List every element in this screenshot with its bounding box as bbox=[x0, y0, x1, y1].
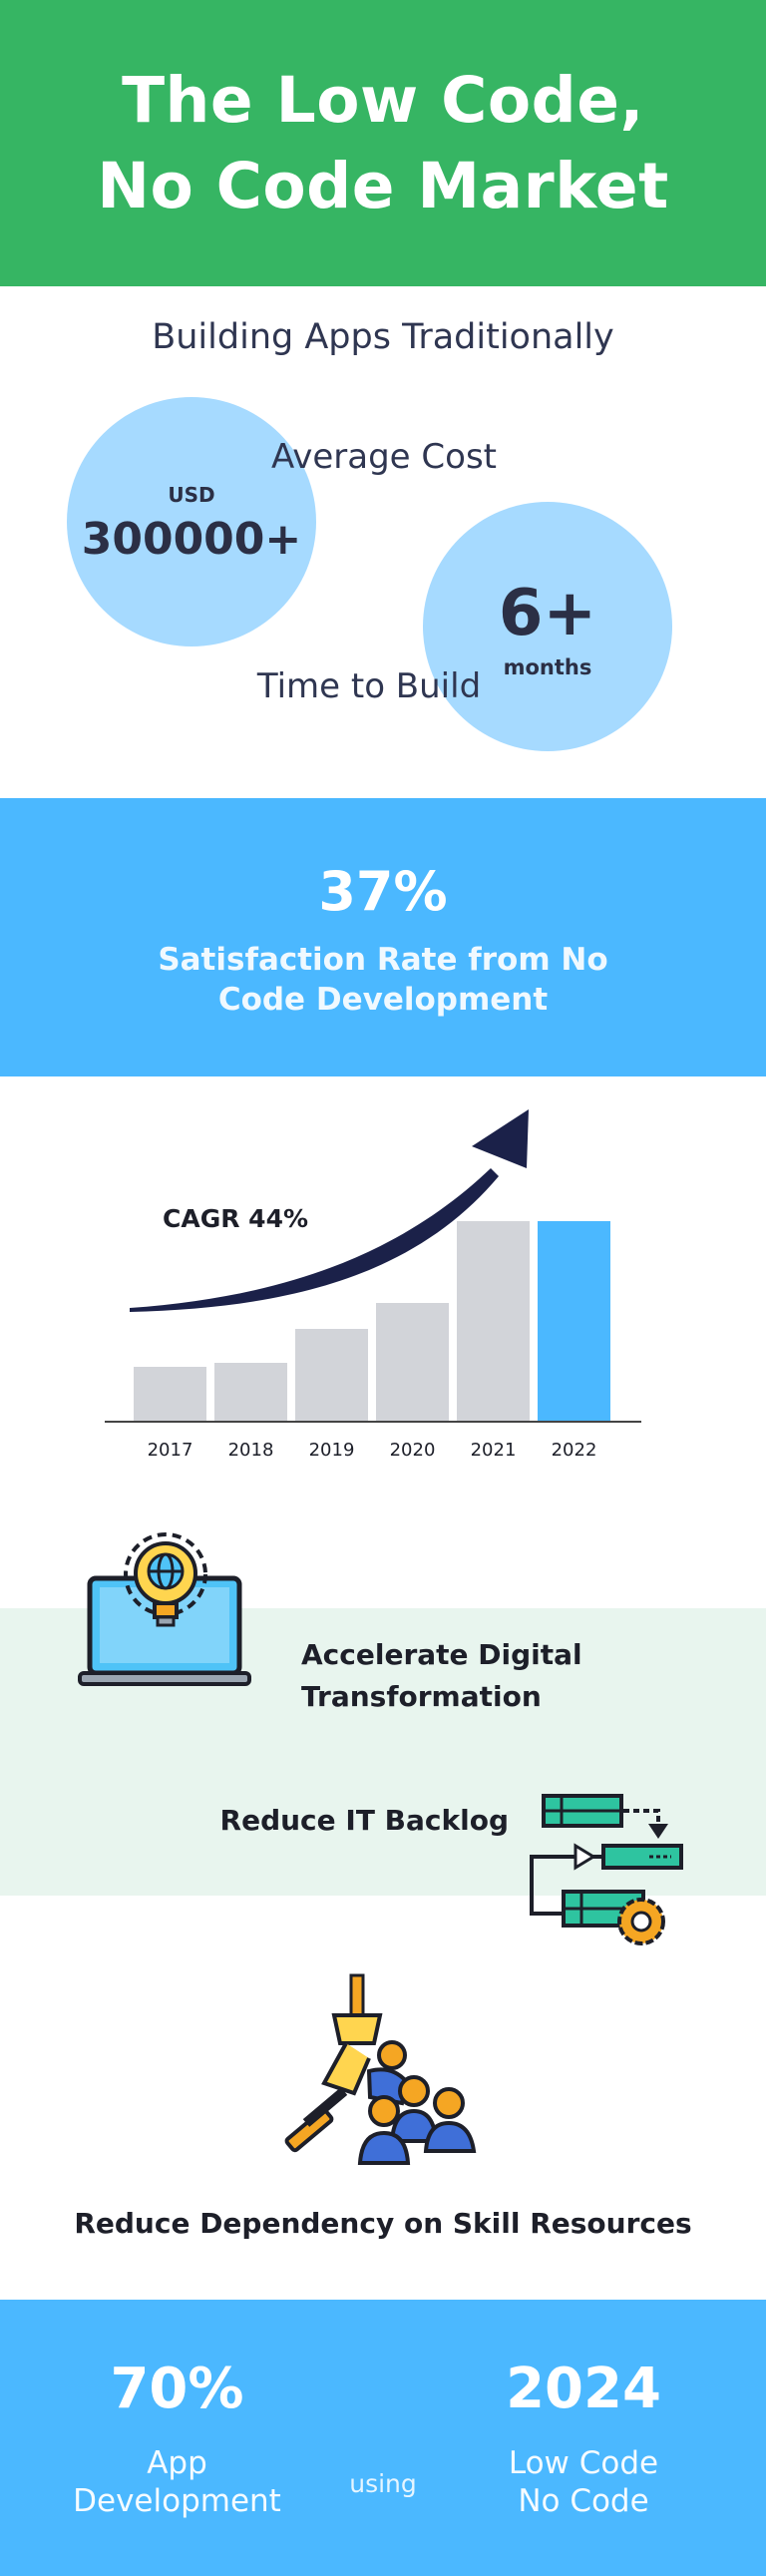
stat-year-label-line-2: No Code bbox=[518, 2483, 649, 2519]
stat-year-label: Low Code No Code bbox=[439, 2444, 728, 2520]
benefit-reduce-skill-dependency: Reduce Dependency on Skill Resources bbox=[74, 2207, 692, 2240]
growth-arrow bbox=[130, 1168, 499, 1312]
laptop-lightbulb-globe-icon bbox=[78, 1531, 252, 1686]
title-line-1: The Low Code, bbox=[122, 64, 644, 137]
cost-currency: USD bbox=[168, 483, 215, 507]
satisfaction-label-line-1: Satisfaction Rate from No bbox=[158, 942, 608, 978]
bars-group bbox=[134, 1221, 610, 1421]
stat-percent: 70% bbox=[110, 2357, 244, 2421]
bar-2021 bbox=[457, 1221, 530, 1421]
satisfaction-band bbox=[0, 798, 766, 1076]
benefit-digital-line-1: Accelerate Digital bbox=[301, 1638, 582, 1671]
time-value: 6+ bbox=[498, 577, 597, 650]
bar-2017 bbox=[134, 1367, 206, 1421]
robot-arm-people-icon bbox=[284, 1973, 484, 2173]
stat-year-label-line-1: Low Code bbox=[508, 2445, 659, 2481]
cagr-annotation: CAGR 44% bbox=[163, 1204, 308, 1233]
growth-arrow-head bbox=[472, 1109, 529, 1168]
benefit-reduce-it-backlog: Reduce IT Backlog bbox=[219, 1804, 509, 1837]
tick-label-2017: 2017 bbox=[148, 1440, 193, 1461]
tick-label-2020: 2020 bbox=[390, 1440, 436, 1461]
satisfaction-value: 37% bbox=[318, 860, 448, 923]
tick-label-2022: 2022 bbox=[552, 1440, 597, 1461]
tick-label-2019: 2019 bbox=[309, 1440, 355, 1461]
stat-connector: using bbox=[349, 2469, 417, 2498]
satisfaction-label: Satisfaction Rate from No Code Developme… bbox=[0, 940, 766, 1020]
time-unit: months bbox=[503, 655, 592, 679]
benefit-digital-line-2: Transformation bbox=[301, 1680, 542, 1713]
stat-year: 2024 bbox=[506, 2357, 661, 2421]
growth-chart: 2017 2018 2019 2020 2021 2022 CAGR 44% bbox=[105, 1109, 641, 1461]
bar-2022 bbox=[538, 1221, 610, 1421]
stat-percent-label-line-1: App bbox=[147, 2445, 207, 2481]
bar-2019 bbox=[295, 1329, 368, 1421]
traditional-heading: Building Apps Traditionally bbox=[152, 317, 614, 357]
satisfaction-label-line-2: Code Development bbox=[217, 982, 549, 1018]
time-circle bbox=[423, 502, 672, 751]
stat-percent-label-line-2: Development bbox=[73, 2483, 281, 2519]
tick-label-2018: 2018 bbox=[228, 1440, 274, 1461]
cost-value: 300000+ bbox=[81, 514, 302, 565]
tick-labels: 2017 2018 2019 2020 2021 2022 bbox=[148, 1440, 597, 1461]
page-title: The Low Code, No Code Market bbox=[0, 58, 766, 229]
title-line-2: No Code Market bbox=[97, 150, 669, 222]
workflow-process-gear-icon bbox=[524, 1794, 688, 1953]
tick-label-2021: 2021 bbox=[471, 1440, 517, 1461]
bar-2020 bbox=[376, 1303, 449, 1421]
header-banner bbox=[0, 0, 766, 286]
time-label: Time to Build bbox=[256, 666, 482, 706]
bottom-stats-band bbox=[0, 2300, 766, 2576]
stat-percent-label: App Development bbox=[30, 2444, 324, 2520]
bar-2018 bbox=[214, 1363, 287, 1421]
benefit-digital-transformation: Accelerate Digital Transformation bbox=[301, 1634, 630, 1718]
cost-circle bbox=[67, 397, 316, 646]
cost-label: Average Cost bbox=[270, 437, 497, 477]
